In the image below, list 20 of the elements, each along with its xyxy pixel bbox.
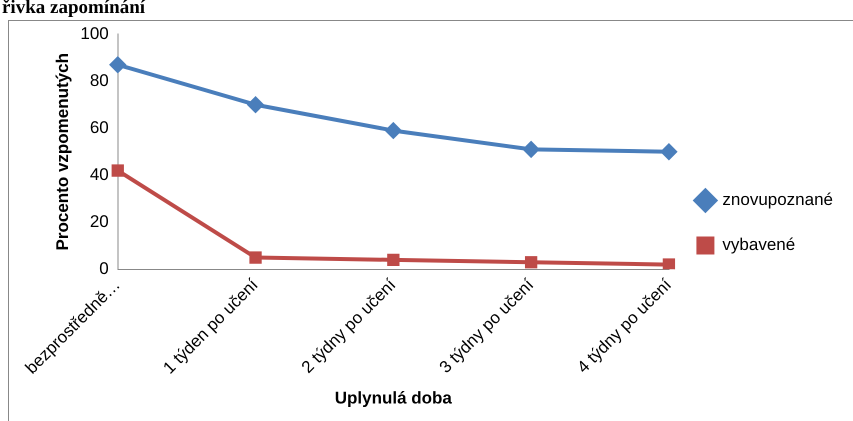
point xyxy=(660,143,678,160)
y-tick-label: 20 xyxy=(90,212,109,231)
y-tick-label: 60 xyxy=(90,118,109,137)
x-axis-title: Uplynulá doba xyxy=(334,388,452,408)
point xyxy=(524,256,538,268)
y-tick-label: 100 xyxy=(80,24,109,43)
point xyxy=(109,56,126,74)
point xyxy=(387,254,400,266)
y-tick-label: 40 xyxy=(90,164,109,184)
point xyxy=(112,164,124,177)
point xyxy=(247,96,264,114)
point xyxy=(249,251,262,264)
legend-label: znovupoznané xyxy=(722,190,833,210)
legend-label: vybavené xyxy=(722,235,796,254)
y-tick-label: 0 xyxy=(99,258,109,278)
y-axis-title: Procento vzpomenutých xyxy=(52,53,72,250)
y-tick-label: 80 xyxy=(90,70,109,90)
point xyxy=(522,140,540,158)
point xyxy=(384,122,402,140)
point xyxy=(662,258,676,270)
